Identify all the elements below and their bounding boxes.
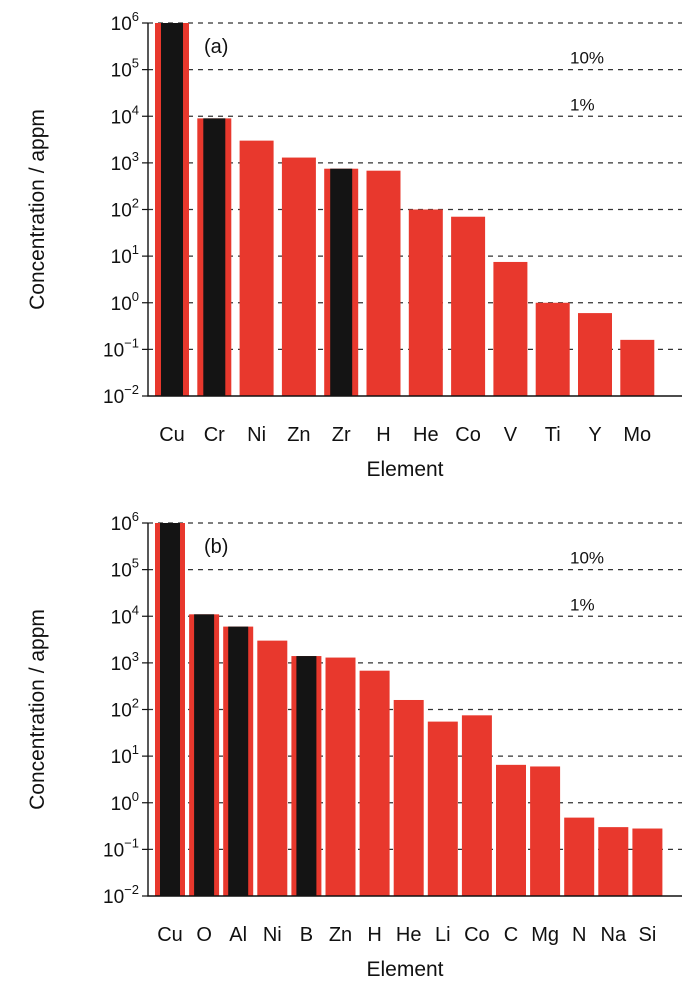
y-tick-label: 104: [111, 602, 139, 628]
panel-a-y-ticks: 106 105 104 103 102 101 100 10−1 10−2: [103, 9, 148, 408]
y-tick-label: 103: [111, 649, 139, 675]
panel-a-10pct-label: 10%: [570, 49, 604, 68]
bar-highlight-cu: [160, 523, 180, 896]
x-tick-label: Zn: [287, 424, 310, 446]
bar-highlight-zr: [330, 168, 353, 396]
x-tick-label: Ni: [247, 424, 266, 446]
x-tick-label: Cr: [204, 424, 225, 446]
x-tick-label: He: [396, 924, 422, 946]
x-tick-label: Si: [639, 924, 657, 946]
panel-b-y-ticks: 106 105 104 103 102 101 100 10−1 10−2: [103, 509, 148, 908]
bar-ni: [257, 640, 288, 896]
x-tick-label: H: [376, 424, 390, 446]
bar-he: [408, 209, 443, 396]
x-tick-label: O: [196, 924, 212, 946]
bar-co: [461, 715, 492, 896]
y-tick-label: 101: [111, 742, 139, 768]
bar-ni: [239, 140, 274, 396]
bar-v: [493, 261, 528, 396]
panel-b-x-tick-labels: Cu O Al Ni B Zn H He Li Co C Mg N Na Si: [157, 924, 656, 946]
x-tick-label: Zn: [329, 924, 352, 946]
x-tick-label: Cu: [157, 924, 183, 946]
panel-b-y-axis-title: Concentration / appm: [26, 609, 49, 810]
bar-n: [564, 817, 595, 896]
y-tick-label: 106: [111, 9, 139, 35]
bar-ti: [535, 302, 570, 396]
panel-b-10pct-label: 10%: [570, 549, 604, 568]
bar-mo: [620, 339, 655, 396]
x-tick-label: B: [300, 924, 313, 946]
bar-c: [496, 764, 526, 896]
x-tick-label: Mg: [531, 924, 559, 946]
x-tick-label: Ni: [263, 924, 282, 946]
x-tick-label: Ti: [545, 424, 561, 446]
y-tick-label: 100: [111, 789, 139, 815]
y-tick-label: 105: [111, 56, 139, 82]
bar-si: [632, 828, 663, 896]
panel-a-tag: (a): [204, 36, 228, 58]
x-tick-label: Co: [464, 924, 490, 946]
x-tick-label: H: [367, 924, 381, 946]
y-tick-label: 106: [111, 509, 139, 535]
x-tick-label: Li: [435, 924, 451, 946]
panel-a-1pct-label: 1%: [570, 95, 595, 114]
bar-h: [366, 170, 401, 396]
bar-he: [393, 699, 424, 896]
bar-highlight-o: [194, 614, 215, 896]
x-tick-label: Co: [455, 424, 481, 446]
x-tick-label: He: [413, 424, 439, 446]
y-tick-label: 10−2: [103, 382, 139, 408]
panel-a-chart: 106 105 104 103 102 101 100 10−1 10−2 Cu Cr Ni Zn Zr…: [26, 9, 682, 481]
bar-y: [578, 313, 612, 396]
panel-b-bars: [155, 523, 663, 896]
x-tick-label: Mo: [623, 424, 651, 446]
x-tick-label: Na: [601, 924, 627, 946]
y-tick-label: 10−1: [103, 335, 139, 361]
bar-mg: [530, 766, 561, 896]
y-tick-label: 10−1: [103, 835, 139, 861]
y-tick-label: 101: [111, 242, 139, 268]
y-tick-label: 104: [111, 102, 139, 128]
y-tick-label: 10−2: [103, 882, 139, 908]
panel-a-x-tick-labels: Cu Cr Ni Zn Zr H He Co V Ti Y Mo: [159, 424, 651, 446]
y-tick-label: 105: [111, 556, 139, 582]
panel-b-tag: (b): [204, 536, 228, 558]
x-tick-label: Al: [229, 924, 247, 946]
x-tick-label: V: [504, 424, 518, 446]
panel-b-chart: 106 105 104 103 102 101 100 10−1 10−2 Cu O Al Ni B Zn…: [26, 509, 682, 981]
y-tick-label: 103: [111, 149, 139, 175]
bar-highlight-al: [228, 626, 249, 896]
panel-b-x-axis-title: Element: [366, 958, 443, 981]
bar-highlight-cr: [203, 118, 226, 396]
bar-zn: [325, 657, 356, 896]
y-tick-label: 102: [111, 196, 139, 222]
bar-highlight-b: [296, 656, 317, 896]
bar-na: [598, 827, 629, 896]
x-tick-label: Y: [588, 424, 601, 446]
bar-li: [427, 721, 458, 896]
x-tick-label: Zr: [332, 424, 351, 446]
y-tick-label: 100: [111, 289, 139, 315]
bar-h: [359, 670, 390, 896]
panel-b-1pct-label: 1%: [570, 595, 595, 614]
bar-zn: [281, 157, 316, 396]
x-tick-label: Cu: [159, 424, 185, 446]
panel-a-y-axis-title: Concentration / appm: [26, 109, 49, 310]
y-tick-label: 102: [111, 696, 139, 722]
panel-a-bars: [155, 23, 655, 396]
x-tick-label: N: [572, 924, 586, 946]
x-tick-label: C: [504, 924, 518, 946]
bar-highlight-cu: [161, 23, 183, 396]
panel-a-x-axis-title: Element: [366, 458, 443, 481]
bar-co: [451, 216, 486, 396]
